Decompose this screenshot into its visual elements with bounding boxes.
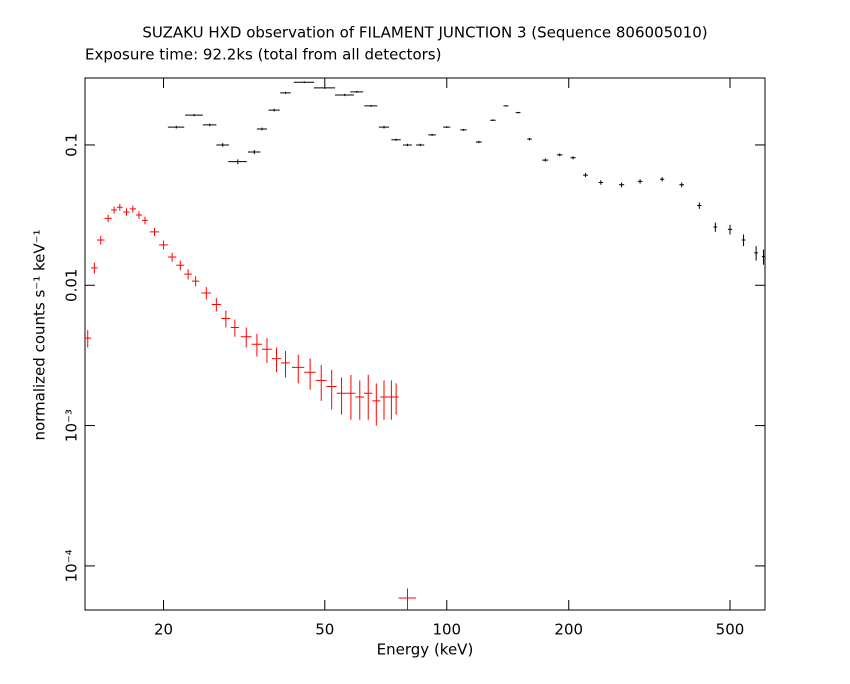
error-bar (515, 111, 521, 114)
error-bar (84, 329, 92, 348)
y-tick-label: 0.1 (63, 133, 81, 157)
error-bar (176, 260, 185, 271)
error-bar (428, 133, 436, 136)
error-bar (221, 310, 231, 328)
chart-title: SUZAKU HXD observation of FILAMENT JUNCT… (142, 24, 707, 42)
error-bar (527, 138, 532, 141)
error-bar (228, 159, 247, 165)
error-bar (741, 234, 746, 247)
error-bar (443, 126, 451, 129)
error-bar (123, 208, 130, 216)
error-bar (268, 108, 280, 112)
error-bar (281, 351, 290, 378)
error-bar (503, 105, 509, 107)
error-bar (191, 276, 200, 287)
error-bar (697, 202, 702, 209)
error-bar (391, 138, 401, 141)
error-bar (660, 177, 665, 182)
error-bar (679, 182, 685, 188)
error-bar (387, 380, 395, 420)
error-bar (350, 90, 364, 93)
error-bar (372, 383, 381, 426)
error-bar (262, 338, 272, 363)
error-bar (129, 205, 136, 213)
error-bar (618, 182, 625, 188)
error-bar (598, 180, 604, 185)
error-bar (761, 249, 766, 265)
x-tick-label: 100 (432, 621, 461, 639)
error-bar (291, 354, 305, 384)
error-bar (142, 216, 148, 225)
error-bar (398, 588, 417, 610)
error-bar (211, 298, 221, 312)
error-bar (336, 377, 347, 415)
y-tick-label: 10⁻³ (63, 409, 81, 442)
error-bar (416, 143, 425, 147)
error-bar (364, 374, 373, 420)
error-bar (256, 127, 267, 131)
error-bar (91, 262, 98, 274)
error-bar (556, 153, 563, 157)
chart-subtitle: Exposure time: 92.2ks (total from all de… (85, 46, 441, 64)
error-bar (490, 119, 496, 122)
error-bar (159, 240, 168, 250)
error-bar (167, 252, 177, 262)
x-tick-label: 20 (154, 621, 173, 639)
x-tick-label: 500 (716, 621, 745, 639)
error-bar (240, 327, 252, 348)
error-bar (104, 214, 112, 223)
error-bar (393, 383, 399, 415)
error-bar (201, 287, 212, 300)
error-bar (293, 81, 315, 84)
plot-frame (84, 77, 766, 611)
error-bar (542, 158, 549, 162)
error-bar (315, 365, 327, 401)
error-bar (116, 203, 123, 211)
y-axis-label: normalized counts s⁻¹ keV⁻¹ (31, 229, 49, 440)
error-bar (380, 380, 388, 420)
error-bar (583, 173, 588, 178)
error-bar (713, 222, 718, 232)
error-bar (355, 380, 365, 420)
x-tick-label: 50 (315, 621, 334, 639)
error-bar (111, 206, 117, 214)
error-bar (313, 86, 336, 89)
y-tick-label: 10⁻⁴ (63, 549, 81, 582)
error-bar (167, 125, 185, 129)
y-tick-label: 0.01 (63, 269, 81, 302)
error-bar (251, 333, 263, 357)
error-bar (96, 235, 105, 245)
error-bar (202, 123, 217, 127)
error-bar (403, 143, 412, 147)
error-bar (230, 319, 239, 337)
error-bar (216, 143, 229, 147)
x-axis-label: Energy (keV) (377, 641, 474, 659)
error-bar (346, 374, 356, 420)
error-bar (364, 104, 378, 107)
x-tick-label: 200 (554, 621, 583, 639)
error-bar (754, 246, 758, 261)
error-bar (570, 156, 576, 160)
error-bar (280, 91, 291, 94)
error-bar (326, 369, 337, 410)
error-bar (149, 227, 160, 237)
error-bar (247, 150, 261, 155)
error-bar (335, 93, 354, 97)
error-bar (271, 347, 282, 373)
error-bar (304, 358, 316, 390)
error-bar (475, 140, 482, 144)
error-bar (637, 179, 643, 184)
error-bar (378, 125, 389, 129)
error-bar (185, 114, 203, 117)
error-bar (135, 211, 143, 219)
error-bar (727, 224, 733, 235)
error-bar (460, 128, 467, 131)
error-bar (184, 269, 192, 280)
